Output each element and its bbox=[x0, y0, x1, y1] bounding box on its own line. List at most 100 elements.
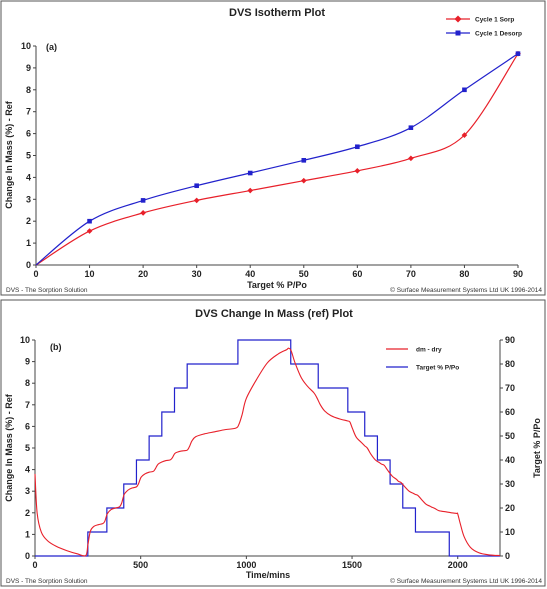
sorp-point bbox=[300, 177, 307, 184]
y-tick-label: 4 bbox=[25, 465, 30, 475]
panel-b: DVS Change In Mass (ref) Plot (b) 0 500 10… bbox=[0, 299, 546, 587]
desorp-point bbox=[87, 218, 92, 224]
legend-desorp-label: Cycle 1 Desorp bbox=[475, 31, 522, 38]
y-tick-label: 5 bbox=[26, 151, 31, 161]
y-tick-label: 5 bbox=[25, 443, 30, 453]
x-tick-label: 0 bbox=[32, 560, 37, 570]
sorp-point bbox=[193, 197, 200, 204]
panel-b-footer-right: © Surface Measurement Systems Ltd UK 199… bbox=[390, 577, 542, 585]
y-tick-label: 10 bbox=[20, 335, 30, 345]
x-tick-label: 10 bbox=[85, 269, 95, 279]
desorp-point bbox=[355, 144, 360, 150]
y-tick-label: 8 bbox=[25, 378, 30, 388]
panel-b-y-axis-label: Change In Mass (%) - Ref bbox=[4, 393, 14, 502]
panel-a-legend: Cycle 1 Sorp Cycle 1 Desorp bbox=[446, 15, 522, 38]
panel-b-y-ticks: 0 1 2 3 4 5 6 7 8 9 10 bbox=[20, 335, 35, 561]
panel-a-y-axis-label: Change In Mass (%) - Ref bbox=[4, 100, 14, 209]
y2-tick-label: 30 bbox=[505, 479, 515, 489]
x-tick-label: 1500 bbox=[342, 560, 362, 570]
panel-a-footer-left: DVS - The Sorption Solution bbox=[6, 287, 88, 294]
legend-desorp-marker bbox=[455, 30, 461, 36]
panel-a-border bbox=[0, 0, 546, 296]
desorp-point bbox=[462, 87, 467, 93]
y2-tick-label: 80 bbox=[505, 359, 515, 369]
y-tick-label: 1 bbox=[26, 238, 31, 248]
panel-a: DVS Isotherm Plot (a) 0 10 20 30 40 50 60 70 80 9… bbox=[0, 0, 546, 296]
y-tick-label: 2 bbox=[25, 508, 30, 518]
x-tick-label: 70 bbox=[406, 269, 416, 279]
legend-target-label: Target % P/Po bbox=[416, 365, 459, 372]
y-tick-label: 3 bbox=[25, 486, 30, 496]
x-tick-label: 500 bbox=[133, 560, 148, 570]
y-tick-label: 3 bbox=[26, 194, 31, 204]
desorp-point bbox=[194, 183, 199, 189]
panel-b-label: (b) bbox=[50, 342, 62, 352]
x-tick-label: 1000 bbox=[236, 560, 256, 570]
x-tick-label: 50 bbox=[299, 269, 309, 279]
panel-b-y2-ticks: 0 10 20 30 40 50 60 70 80 90 bbox=[500, 335, 515, 561]
x-tick-label: 20 bbox=[138, 269, 148, 279]
desorp-point bbox=[140, 198, 146, 203]
y2-tick-label: 70 bbox=[505, 383, 515, 393]
panel-a-label: (a) bbox=[46, 42, 57, 52]
x-tick-label: 30 bbox=[192, 269, 202, 279]
y-tick-label: 2 bbox=[26, 216, 31, 226]
panel-a-title: DVS Isotherm Plot bbox=[229, 7, 325, 19]
panel-a-y-ticks: 0 1 2 3 4 5 6 7 8 9 10 bbox=[21, 41, 36, 270]
series-line-desorp bbox=[35, 53, 519, 266]
x-tick-label: 0 bbox=[33, 269, 38, 279]
y-tick-label: 0 bbox=[25, 551, 30, 561]
series-line-target bbox=[35, 339, 500, 557]
x-tick-label: 60 bbox=[352, 269, 362, 279]
legend-dm-label: dm - dry bbox=[416, 347, 442, 354]
sorp-point bbox=[86, 228, 93, 234]
y-tick-label: 6 bbox=[26, 129, 31, 139]
panel-b-border bbox=[0, 299, 546, 587]
x-tick-label: 40 bbox=[245, 269, 255, 279]
panel-b-x-axis-label: Time/mins bbox=[246, 570, 290, 580]
y-tick-label: 8 bbox=[26, 85, 31, 95]
y-tick-label: 9 bbox=[26, 63, 31, 73]
y2-tick-label: 10 bbox=[505, 527, 515, 537]
legend-sorp-label: Cycle 1 Sorp bbox=[475, 17, 514, 24]
legend-sorp-marker bbox=[454, 15, 462, 23]
sorp-point bbox=[247, 187, 254, 194]
desorp-point bbox=[247, 170, 253, 176]
panel-b-x-ticks: 0 500 1000 1500 2000 bbox=[32, 556, 468, 570]
y-tick-label: 1 bbox=[25, 529, 30, 539]
y-tick-label: 0 bbox=[26, 260, 31, 270]
x-tick-label: 80 bbox=[459, 269, 469, 279]
y-tick-label: 9 bbox=[25, 357, 30, 367]
panel-a-x-ticks: 0 10 20 30 40 50 60 70 80 90 bbox=[33, 265, 523, 279]
series-line-sorp bbox=[35, 53, 519, 266]
y2-tick-label: 60 bbox=[505, 407, 515, 417]
y2-tick-label: 50 bbox=[505, 431, 515, 441]
y2-tick-label: 0 bbox=[505, 551, 510, 561]
y-tick-label: 7 bbox=[25, 400, 30, 410]
series-line-dm-dry bbox=[34, 347, 501, 557]
panel-b-title: DVS Change In Mass (ref) Plot bbox=[195, 308, 353, 320]
y-tick-label: 4 bbox=[26, 172, 31, 182]
x-tick-label: 2000 bbox=[448, 560, 468, 570]
desorp-point bbox=[408, 125, 414, 130]
y2-tick-label: 20 bbox=[505, 503, 515, 513]
desorp-point bbox=[515, 51, 521, 56]
desorp-point bbox=[301, 158, 307, 163]
panel-a-series bbox=[35, 50, 521, 266]
panel-b-legend: dm - dry Target % P/Po bbox=[386, 347, 459, 372]
x-tick-label: 90 bbox=[513, 269, 523, 279]
panel-b-y2-axis-label: Target % P/Po bbox=[532, 418, 542, 478]
panel-a-footer-right: © Surface Measurement Systems Ltd UK 199… bbox=[390, 286, 542, 294]
y-tick-label: 10 bbox=[21, 41, 31, 51]
y-tick-label: 7 bbox=[26, 107, 31, 117]
y2-tick-label: 90 bbox=[505, 335, 515, 345]
panel-b-footer-left: DVS - The Sorption Solution bbox=[6, 578, 88, 585]
panel-b-series bbox=[34, 339, 501, 557]
panel-a-x-axis-label: Target % P/Po bbox=[247, 280, 307, 290]
y2-tick-label: 40 bbox=[505, 455, 515, 465]
sorp-point bbox=[140, 210, 146, 216]
sorp-point bbox=[461, 132, 468, 138]
sorp-point bbox=[408, 155, 414, 162]
sorp-point bbox=[354, 168, 361, 174]
